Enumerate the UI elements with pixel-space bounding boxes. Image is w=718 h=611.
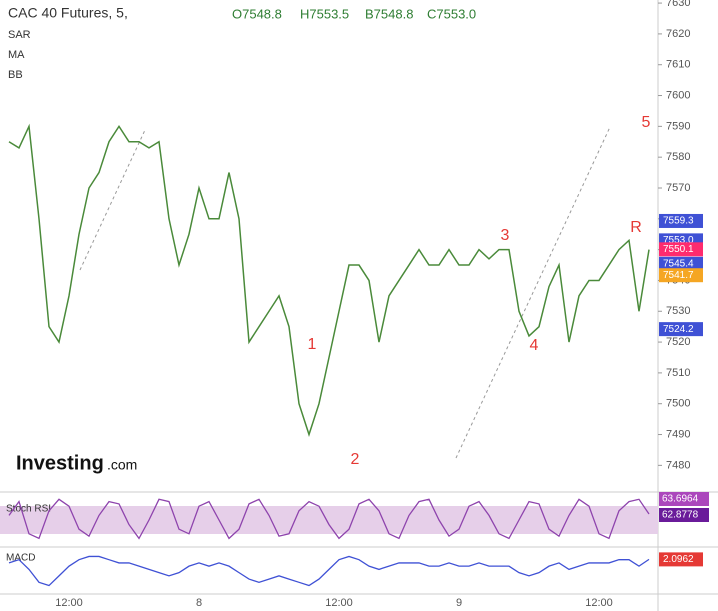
y-tick-label: 7570: [666, 182, 690, 194]
fib-diagonal: [79, 129, 146, 271]
indicator-label[interactable]: MA: [8, 49, 25, 61]
rsi-tag-label: 63.6964: [662, 494, 699, 505]
x-tick-label: 12:00: [55, 597, 83, 609]
rsi-band: [0, 506, 658, 534]
y-tick-label: 7630: [666, 0, 690, 9]
price-tag: [659, 322, 703, 337]
price-tag-label: 7559.3: [663, 216, 694, 227]
price-tag-label: 7541.7: [663, 270, 694, 281]
rsi-tag-label: 62.8778: [662, 510, 699, 521]
rsi-label: Stoch RSI: [6, 504, 51, 515]
wave-label: 3: [501, 227, 510, 244]
fib-diagonal: [455, 126, 611, 459]
macd-label: MACD: [6, 553, 35, 564]
x-tick-label: 8: [196, 597, 202, 609]
price-tag: [659, 213, 703, 228]
rsi-tag: [659, 492, 709, 506]
macd-tag: [659, 552, 703, 567]
wave-label: 4: [530, 337, 539, 354]
y-tick-label: 7480: [666, 459, 690, 471]
ohlc-low: B7548.8: [365, 6, 413, 21]
chart-title: CAC 40 Futures, 5,: [8, 5, 128, 21]
wave-label: R: [630, 219, 642, 236]
indicator-label[interactable]: BB: [8, 69, 23, 81]
macd-line: [8, 555, 650, 587]
x-tick-label: 9: [456, 597, 462, 609]
y-tick-label: 7500: [666, 398, 690, 410]
price-line: [8, 123, 650, 437]
wave-label: 1: [308, 336, 317, 353]
logo: Investing: [16, 452, 104, 474]
y-tick-label: 7610: [666, 59, 690, 71]
x-tick-label: 12:00: [325, 597, 353, 609]
y-tick-label: 7490: [666, 428, 690, 440]
y-tick-label: 7580: [666, 151, 690, 163]
y-tick-label: 7520: [666, 336, 690, 348]
y-tick-label: 7620: [666, 28, 690, 40]
indicator-label[interactable]: SAR: [8, 29, 31, 41]
rsi-line: [8, 498, 650, 540]
y-tick-label: 7510: [666, 367, 690, 379]
x-tick-label: 12:00: [585, 597, 613, 609]
wave-label: 2: [351, 451, 360, 468]
y-tick-label: 7590: [666, 120, 690, 132]
ohlc-high: H7553.5: [300, 6, 349, 21]
price-tag-label: 7553.0: [663, 235, 694, 246]
ohlc-open: O7548.8: [232, 6, 282, 21]
rsi-tag: [659, 508, 709, 522]
price-tag-label: 7545.4: [663, 258, 694, 269]
logo-suffix: .com: [107, 457, 137, 473]
price-tag: [659, 268, 703, 283]
price-tag-label: 7550.1: [663, 244, 694, 255]
price-tag: [659, 242, 703, 257]
wave-label: 5: [642, 114, 651, 131]
macd-tag-label: 2.0962: [663, 554, 694, 565]
ohlc-close: C7553.0: [427, 6, 476, 21]
price-tag: [659, 256, 703, 271]
price-tag-label: 7524.2: [663, 324, 694, 335]
y-tick-label: 7530: [666, 305, 690, 317]
y-tick-label: 7600: [666, 89, 690, 101]
